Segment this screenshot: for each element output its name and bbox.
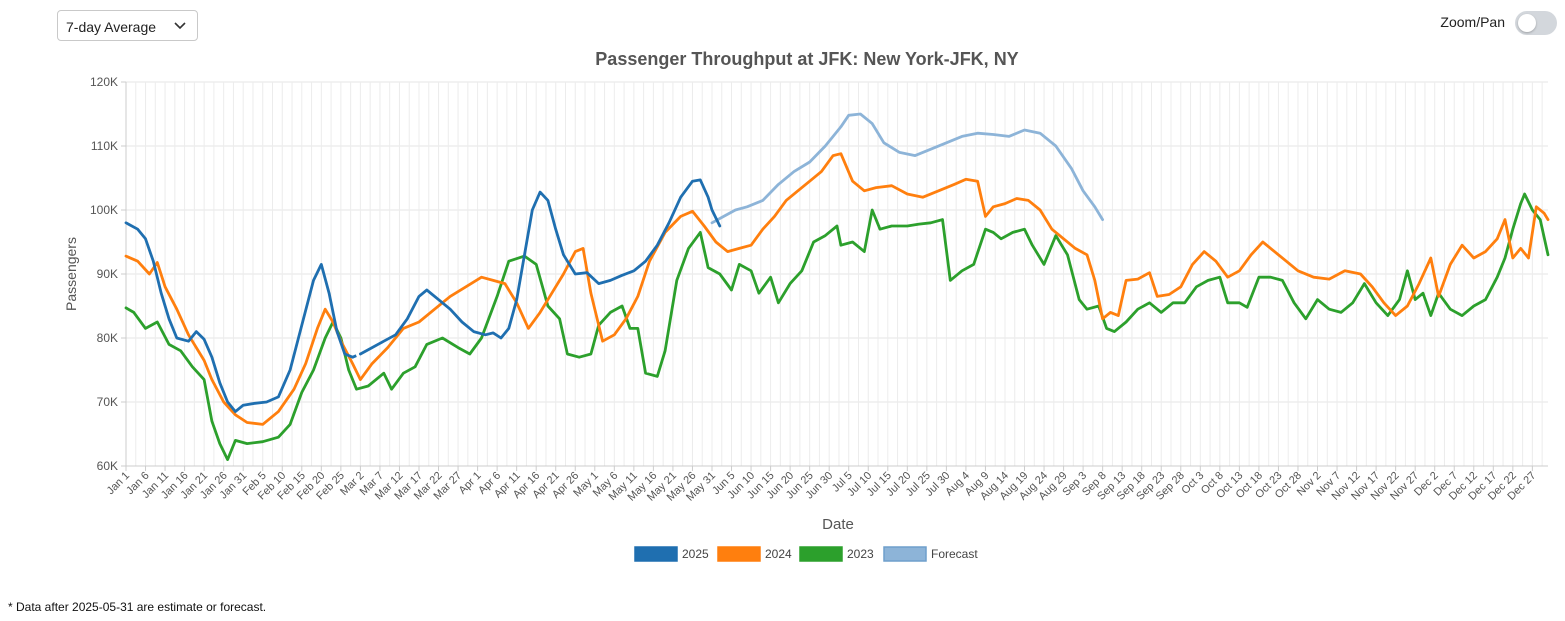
- y-tick-label: 60K: [97, 459, 118, 473]
- legend-item-forecast[interactable]: Forecast: [883, 546, 978, 562]
- throughput-chart: Passenger Throughput at JFK: New York-JF…: [63, 49, 1550, 562]
- legend-label: Forecast: [931, 547, 978, 561]
- y-tick-label: 70K: [97, 395, 118, 409]
- legend-swatch: [883, 546, 927, 562]
- average-select[interactable]: 7-day Average: [57, 10, 198, 41]
- legend-swatch: [634, 546, 678, 562]
- series-gap-2025: [352, 352, 361, 359]
- y-tick-label: 100K: [90, 203, 118, 217]
- y-tick-label: 110K: [91, 139, 118, 153]
- legend-swatch: [717, 546, 761, 562]
- legend-swatch: [799, 546, 843, 562]
- toggle-knob: [1518, 14, 1536, 32]
- legend-label: 2023: [847, 547, 874, 561]
- legend-label: 2025: [682, 547, 709, 561]
- grid: [125, 81, 1548, 467]
- x-axis-label: Date: [822, 516, 854, 533]
- legend-item-2023[interactable]: 2023: [799, 546, 874, 562]
- zoom-pan-label: Zoom/Pan: [1440, 14, 1505, 30]
- zoom-pan-toggle[interactable]: [1515, 11, 1557, 35]
- y-tick-label: 90K: [97, 267, 118, 281]
- average-select-value: 7-day Average: [66, 19, 157, 35]
- legend-label: 2024: [765, 547, 792, 561]
- series-line-2023: [124, 192, 1550, 461]
- y-axis-label: Passengers: [63, 237, 79, 311]
- legend-item-2025[interactable]: 2025: [634, 546, 709, 562]
- legend-item-2024[interactable]: 2024: [717, 546, 792, 562]
- series-line-2025: [124, 178, 722, 413]
- y-axis: 60K 70K 80K 90K 100K 110K 120K: [90, 75, 127, 473]
- footnote: * Data after 2025-05-31 are estimate or …: [8, 600, 267, 614]
- chart-title: Passenger Throughput at JFK: New York-JF…: [595, 49, 1018, 69]
- y-tick-label: 80K: [97, 331, 118, 345]
- legend: 2025 2024 2023 Forecast: [634, 546, 978, 562]
- series-line-2024: [124, 152, 1550, 426]
- series-line-forecast: [710, 112, 1104, 225]
- plot-area: [124, 112, 1550, 461]
- y-tick-label: 120K: [90, 75, 118, 89]
- chevron-down-icon: [174, 22, 186, 30]
